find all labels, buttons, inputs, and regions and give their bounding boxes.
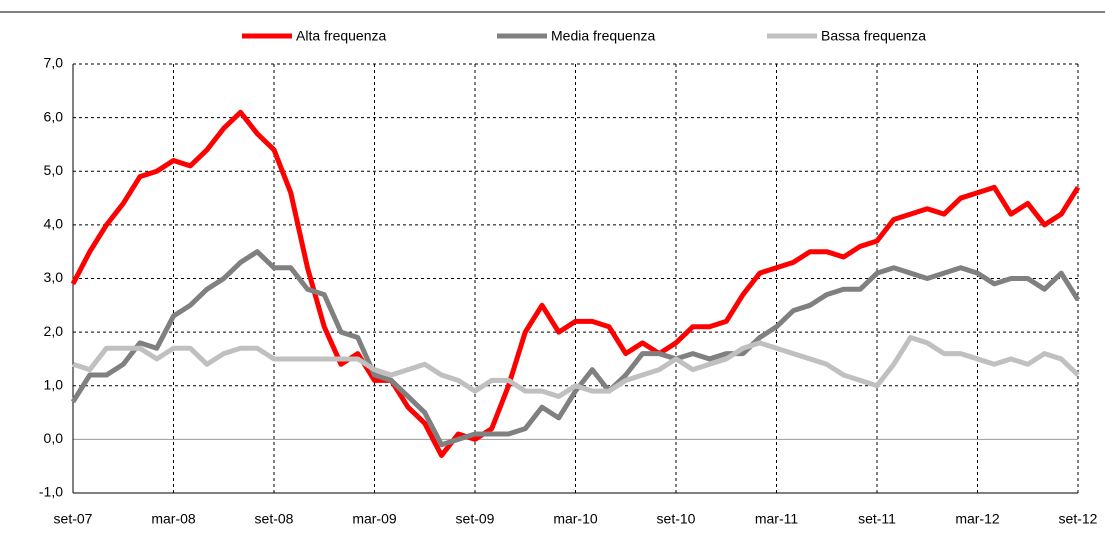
series-line: [70, 109, 1081, 458]
legend-label: Bassa frequenza: [821, 28, 926, 44]
legend-label: Alta frequenza: [296, 28, 386, 44]
x-tick-label: mar-09: [352, 511, 397, 527]
x-tick-label: set-11: [858, 511, 896, 527]
series-line: [72, 334, 1080, 399]
x-tick-label: mar-10: [553, 511, 598, 527]
y-tick-label: 6,0: [44, 108, 64, 124]
y-tick-label: 4,0: [44, 216, 64, 232]
x-tick-label: set-07: [54, 511, 93, 527]
y-tick-label: 3,0: [44, 269, 64, 285]
legend-label: Media frequenza: [551, 28, 656, 44]
y-tick-label: 0,0: [44, 430, 64, 446]
x-tick-label: set-08: [255, 511, 294, 527]
x-tick-label: set-10: [657, 511, 696, 527]
x-tick-label: mar-11: [755, 511, 799, 527]
y-tick-label: 7,0: [44, 55, 64, 71]
y-tick-label: 1,0: [44, 376, 64, 392]
x-tick-label: mar-12: [955, 511, 1000, 527]
y-tick-label: 5,0: [44, 162, 64, 178]
x-tick-label: mar-08: [151, 511, 196, 527]
series-line: [70, 249, 1081, 448]
x-tick-label: set-09: [456, 511, 495, 527]
y-tick-label: -1,0: [39, 484, 63, 500]
x-tick-label: set-12: [1059, 511, 1098, 527]
y-tick-label: 2,0: [44, 323, 64, 339]
